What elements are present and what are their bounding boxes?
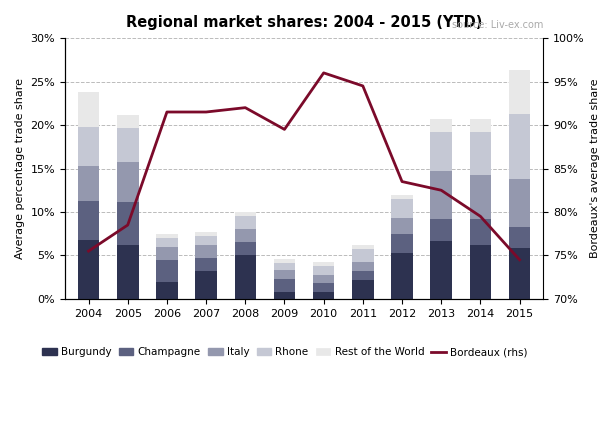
- Line: Bordeaux (rhs): Bordeaux (rhs): [89, 73, 520, 260]
- Bordeaux (rhs): [242, 105, 249, 110]
- Bar: [156, 260, 178, 282]
- Bar: [196, 258, 217, 271]
- Bordeaux (rhs): [477, 214, 484, 219]
- Bar: [274, 270, 295, 279]
- Bar: [313, 275, 335, 283]
- Bar: [391, 234, 413, 253]
- Bar: [509, 70, 530, 114]
- Bar: [430, 241, 452, 299]
- Bar: [391, 253, 413, 299]
- Bar: [352, 280, 374, 299]
- Bordeaux (rhs): [437, 188, 445, 193]
- Bar: [234, 212, 256, 216]
- Bar: [274, 292, 295, 299]
- Bar: [117, 162, 138, 201]
- Bordeaux (rhs): [281, 127, 288, 132]
- Y-axis label: Average percentage trade share: Average percentage trade share: [15, 78, 25, 259]
- Bar: [274, 279, 295, 292]
- Bar: [234, 242, 256, 255]
- Bar: [156, 282, 178, 299]
- Bar: [196, 232, 217, 236]
- Bar: [352, 245, 374, 250]
- Bordeaux (rhs): [124, 222, 132, 228]
- Bar: [352, 271, 374, 280]
- Bar: [77, 240, 99, 299]
- Bar: [391, 195, 413, 199]
- Bar: [391, 218, 413, 234]
- Bar: [117, 115, 138, 128]
- Title: Regional market shares: 2004 - 2015 (YTD): Regional market shares: 2004 - 2015 (YTD…: [126, 15, 482, 30]
- Legend: Burgundy, Champagne, Italy, Rhone, Rest of the World, Bordeaux (rhs): Burgundy, Champagne, Italy, Rhone, Rest …: [38, 343, 532, 362]
- Bar: [274, 259, 295, 263]
- Bar: [156, 234, 178, 238]
- Bar: [470, 119, 491, 132]
- Bar: [509, 227, 530, 248]
- Bordeaux (rhs): [320, 70, 327, 75]
- Text: source: Liv-ex.com: source: Liv-ex.com: [452, 20, 543, 30]
- Bar: [234, 216, 256, 229]
- Bar: [430, 219, 452, 241]
- Bar: [196, 245, 217, 258]
- Bar: [352, 262, 374, 271]
- Bar: [77, 166, 99, 201]
- Bar: [274, 263, 295, 270]
- Bordeaux (rhs): [163, 110, 170, 115]
- Bordeaux (rhs): [202, 110, 210, 115]
- Bar: [352, 250, 374, 262]
- Y-axis label: Bordeaux's average trade share: Bordeaux's average trade share: [590, 79, 600, 258]
- Bordeaux (rhs): [399, 179, 406, 184]
- Bar: [470, 176, 491, 219]
- Bar: [470, 219, 491, 245]
- Bar: [313, 261, 335, 266]
- Bar: [196, 236, 217, 245]
- Bar: [156, 238, 178, 247]
- Bar: [77, 127, 99, 166]
- Bar: [430, 119, 452, 132]
- Bar: [313, 283, 335, 292]
- Bar: [117, 128, 138, 162]
- Bar: [470, 132, 491, 176]
- Bar: [430, 132, 452, 171]
- Bar: [430, 171, 452, 219]
- Bar: [470, 245, 491, 299]
- Bar: [509, 248, 530, 299]
- Bar: [234, 229, 256, 242]
- Bar: [77, 92, 99, 127]
- Bar: [234, 255, 256, 299]
- Bar: [313, 266, 335, 275]
- Bar: [313, 292, 335, 299]
- Bar: [77, 201, 99, 240]
- Bordeaux (rhs): [516, 257, 523, 262]
- Bar: [156, 247, 178, 260]
- Bordeaux (rhs): [85, 249, 92, 254]
- Bar: [117, 245, 138, 299]
- Bar: [196, 271, 217, 299]
- Bar: [509, 179, 530, 227]
- Bordeaux (rhs): [359, 83, 367, 88]
- Bar: [117, 201, 138, 245]
- Bar: [391, 199, 413, 218]
- Bar: [509, 114, 530, 179]
